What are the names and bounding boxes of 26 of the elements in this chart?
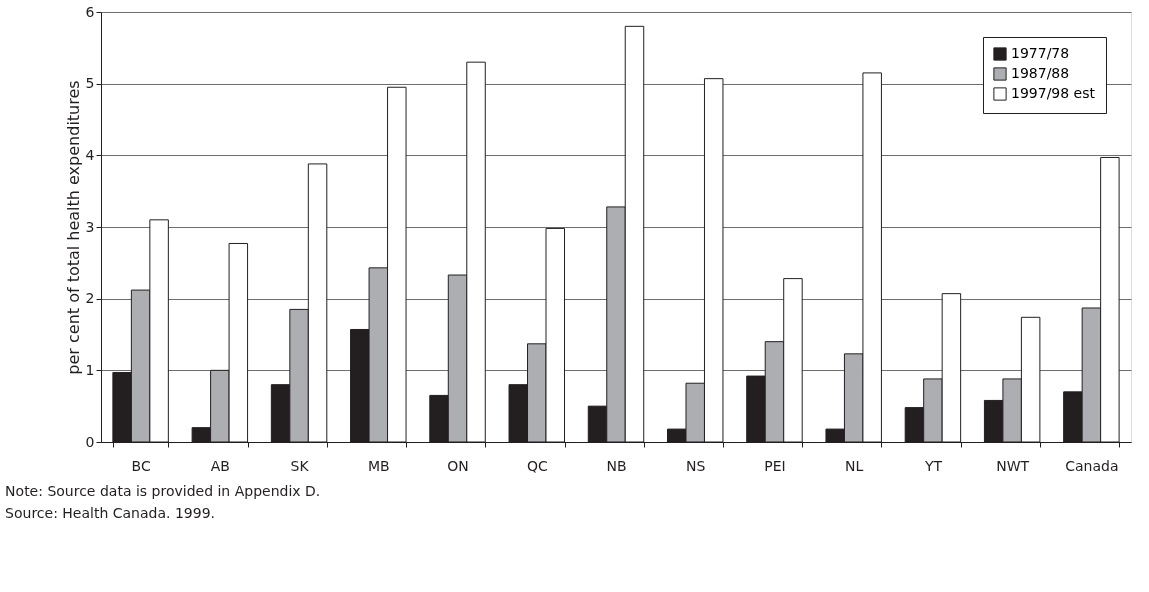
x-tick-label: YT: [923, 457, 943, 474]
y-axis-title: per cent of total health expenditures: [63, 80, 83, 375]
text: Note: Source data is provided in Appendix D.: [5, 483, 321, 499]
x-tick-label: Canada: [1065, 457, 1119, 474]
y-tick-label: 3: [85, 218, 95, 235]
x-tick-label: SK: [290, 457, 310, 474]
x-tick-label: PEI: [764, 457, 786, 474]
legend-label: 1997/98 est: [1011, 85, 1096, 101]
x-tick-label: MB: [367, 457, 390, 474]
x-tick-label: NB: [606, 457, 627, 474]
y-tick-label: 5: [85, 75, 95, 92]
x-tick-label: NWT: [996, 457, 1030, 474]
y-tick-label: 1: [85, 361, 95, 378]
y-tick-label: 0: [85, 433, 95, 450]
x-tick-label: BC: [131, 457, 151, 474]
x-tick-label: NL: [845, 457, 864, 474]
x-tick-label: ON: [447, 457, 469, 474]
x-tick-label: NS: [686, 457, 706, 474]
source-note: Source: Health Canada. 1999.: [5, 505, 216, 521]
x-tick-label: AB: [210, 457, 230, 474]
y-tick-label: 2: [85, 290, 95, 307]
y-tick-label: 6: [85, 3, 95, 20]
x-tick-label: QC: [526, 457, 548, 474]
legend-label: 1977/78: [1011, 45, 1070, 61]
legend-label: 1987/88: [1011, 65, 1070, 81]
y-tick-label: 4: [85, 146, 95, 163]
